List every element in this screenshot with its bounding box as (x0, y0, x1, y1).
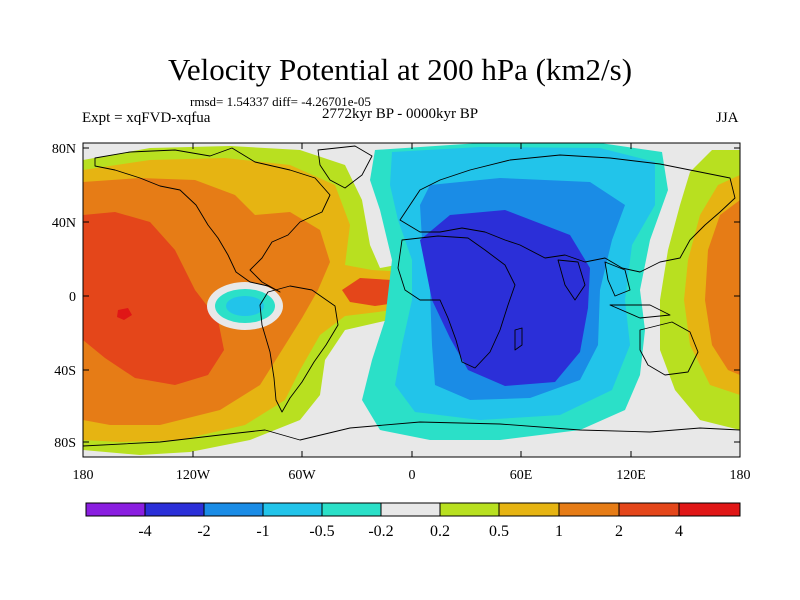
colorbar-swatch (440, 503, 499, 516)
colorbar-label: 4 (675, 523, 683, 540)
coastline-africa (397, 235, 516, 369)
colorbar-label: 0.5 (489, 523, 509, 540)
contour-neg-2-east (420, 210, 590, 386)
lon-label: 120E (616, 468, 646, 483)
lon-ticks (82, 143, 741, 457)
colorbar-swatch (619, 503, 679, 516)
colorbar-label: -0.5 (309, 523, 334, 540)
coastline-india (557, 259, 586, 301)
lat-label: 80S (54, 436, 76, 451)
colorbar-swatch (322, 503, 381, 516)
lat-label: 0 (69, 290, 76, 305)
colorbar-label: 1 (555, 523, 563, 540)
colorbar-swatch (559, 503, 619, 516)
coastlines (83, 145, 740, 447)
colorbar-label: 2 (615, 523, 623, 540)
lon-label: 0 (409, 468, 416, 483)
colorbar-swatch (145, 503, 204, 516)
colorbar-swatch (263, 503, 322, 516)
coastline-north-america (94, 147, 331, 293)
colorbar-swatch (499, 503, 559, 516)
coastline-australia (639, 321, 699, 376)
period-label: 2772kyr BP - 0000kyr BP (322, 106, 479, 122)
lon-label: 180 (730, 468, 751, 483)
coastline-eurasia (399, 154, 736, 273)
coastline-south-america (259, 285, 339, 413)
contour-field (83, 143, 740, 457)
coastline-antarctica (83, 421, 740, 447)
lat-label: 40N (52, 216, 76, 231)
lon-label: 180 (73, 468, 94, 483)
stats-label: rmsd= 1.54337 diff= -4.26701e-05 (190, 94, 371, 109)
lon-label: 120W (176, 468, 211, 483)
colorbar-label: -0.2 (368, 523, 393, 540)
lat-label: 80N (52, 142, 76, 157)
contour-pos-2-west (83, 212, 224, 385)
lat-ticks (83, 147, 740, 443)
colorbar-swatch (204, 503, 263, 516)
experiment-label: Expt = xqFVD-xqfua (82, 110, 211, 126)
coastline-madagascar (514, 327, 523, 351)
colorbar: -4 -2 -1 -0.5 -0.2 0.2 0.5 1 2 4 (85, 502, 741, 540)
lon-label: 60E (510, 468, 533, 483)
colorbar-label: -4 (138, 523, 151, 540)
colorbar-label: 0.2 (430, 523, 450, 540)
coastline-se-asia (604, 261, 631, 297)
colorbar-swatch (86, 503, 145, 516)
contour-neg-0.5-hole (226, 296, 264, 316)
coastline-greenland (317, 145, 373, 189)
contour-pos-4-west (117, 308, 132, 320)
lon-label: 60W (288, 468, 316, 483)
map-title: Velocity Potential at 200 hPa (km2/s) (167, 52, 633, 87)
colorbar-label: -2 (197, 523, 210, 540)
colorbar-swatch (381, 503, 440, 516)
colorbar-label: -1 (256, 523, 269, 540)
coastline-indonesia (609, 304, 671, 319)
colorbar-swatch (679, 503, 740, 516)
colorbar-frame (85, 502, 741, 517)
lat-label: 40S (54, 364, 76, 379)
contour-pos-1-east (705, 200, 740, 375)
season-label: JJA (716, 110, 739, 126)
